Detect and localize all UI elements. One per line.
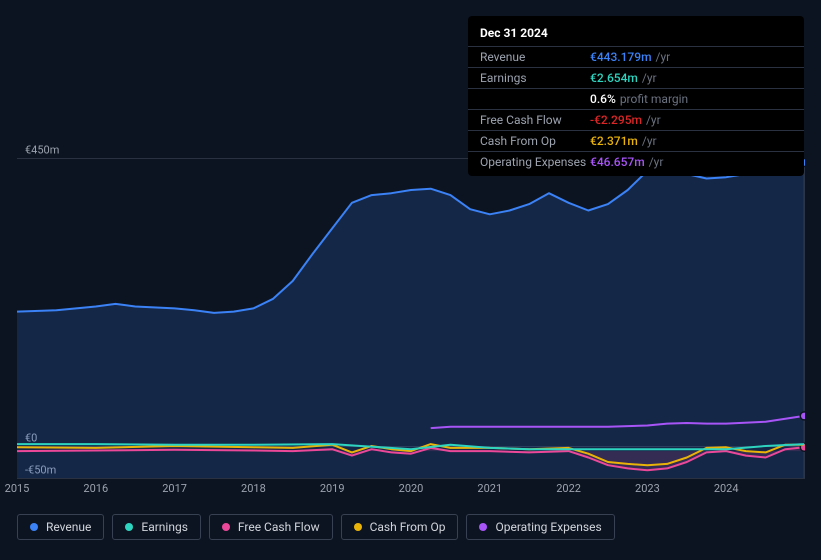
- legend-label: Cash From Op: [370, 520, 446, 534]
- legend-label: Operating Expenses: [495, 520, 601, 534]
- tooltip-date: Dec 31 2024: [468, 26, 804, 46]
- x-axis-label: 2016: [83, 482, 108, 495]
- chart-tooltip: Dec 31 2024 Revenue€443.179m/yrEarnings€…: [468, 16, 804, 176]
- financial-chart[interactable]: €450m€0-€50m 201520162017201820192020202…: [17, 158, 805, 478]
- legend-item[interactable]: Earnings: [112, 514, 201, 540]
- legend-dot-icon: [222, 523, 230, 531]
- x-axis-label: 2018: [241, 482, 266, 495]
- tooltip-row: Cash From Op€2.371m/yr: [468, 130, 804, 151]
- tooltip-row-suffix: /yr: [656, 50, 671, 64]
- tooltip-row: Free Cash Flow-€2.295m/yr: [468, 109, 804, 130]
- legend-item[interactable]: Operating Expenses: [466, 514, 614, 540]
- tooltip-row-suffix: profit margin: [620, 92, 688, 106]
- tooltip-row-label: Revenue: [480, 50, 590, 64]
- tooltip-row-value: -€2.295m: [590, 113, 642, 127]
- legend-dot-icon: [30, 523, 38, 531]
- legend-item[interactable]: Revenue: [17, 514, 104, 540]
- legend-item[interactable]: Free Cash Flow: [209, 514, 333, 540]
- x-axis-label: 2022: [556, 482, 581, 495]
- tooltip-row-suffix: /yr: [649, 155, 664, 169]
- tooltip-row-label: Operating Expenses: [480, 155, 590, 169]
- tooltip-row-value: €2.371m: [590, 134, 638, 148]
- tooltip-row: 0.6% profit margin: [468, 88, 804, 109]
- x-axis-label: 2020: [399, 482, 424, 495]
- tooltip-row: Earnings€2.654m/yr: [468, 67, 804, 88]
- x-axis-label: 2019: [320, 482, 345, 495]
- legend-item[interactable]: Cash From Op: [341, 514, 459, 540]
- x-axis-label: 2024: [714, 482, 739, 495]
- tooltip-row-suffix: /yr: [646, 113, 661, 127]
- tooltip-row-value: €443.179m: [590, 50, 652, 64]
- tooltip-row-value: €2.654m: [590, 71, 638, 85]
- tooltip-row-label: Cash From Op: [480, 134, 590, 148]
- tooltip-row-label: Free Cash Flow: [480, 113, 590, 127]
- legend-label: Earnings: [141, 520, 188, 534]
- tooltip-row-value: €46.657m: [590, 155, 645, 169]
- x-axis-label: 2023: [635, 482, 660, 495]
- tooltip-row-label: [480, 92, 590, 106]
- tooltip-row-suffix: /yr: [642, 71, 657, 85]
- x-axis-label: 2017: [162, 482, 187, 495]
- legend-label: Revenue: [46, 520, 91, 534]
- legend-dot-icon: [479, 523, 487, 531]
- chart-legend: Revenue Earnings Free Cash Flow Cash From O…: [17, 514, 615, 540]
- tooltip-row: Operating Expenses€46.657m/yr: [468, 151, 804, 172]
- legend-label: Free Cash Flow: [238, 520, 320, 534]
- legend-dot-icon: [125, 523, 133, 531]
- x-axis-label: 2015: [5, 482, 30, 495]
- x-axis: 2015201620172018201920202021202220232024: [17, 482, 805, 502]
- tooltip-row-label: Earnings: [480, 71, 590, 85]
- chart-plot-area: [17, 158, 805, 478]
- x-axis-label: 2021: [477, 482, 502, 495]
- y-axis-label: €450m: [25, 144, 61, 157]
- legend-dot-icon: [354, 523, 362, 531]
- tooltip-row-value: 0.6%: [590, 92, 616, 106]
- tooltip-row: Revenue€443.179m/yr: [468, 46, 804, 67]
- gridline: [17, 478, 805, 479]
- tooltip-row-suffix: /yr: [642, 134, 657, 148]
